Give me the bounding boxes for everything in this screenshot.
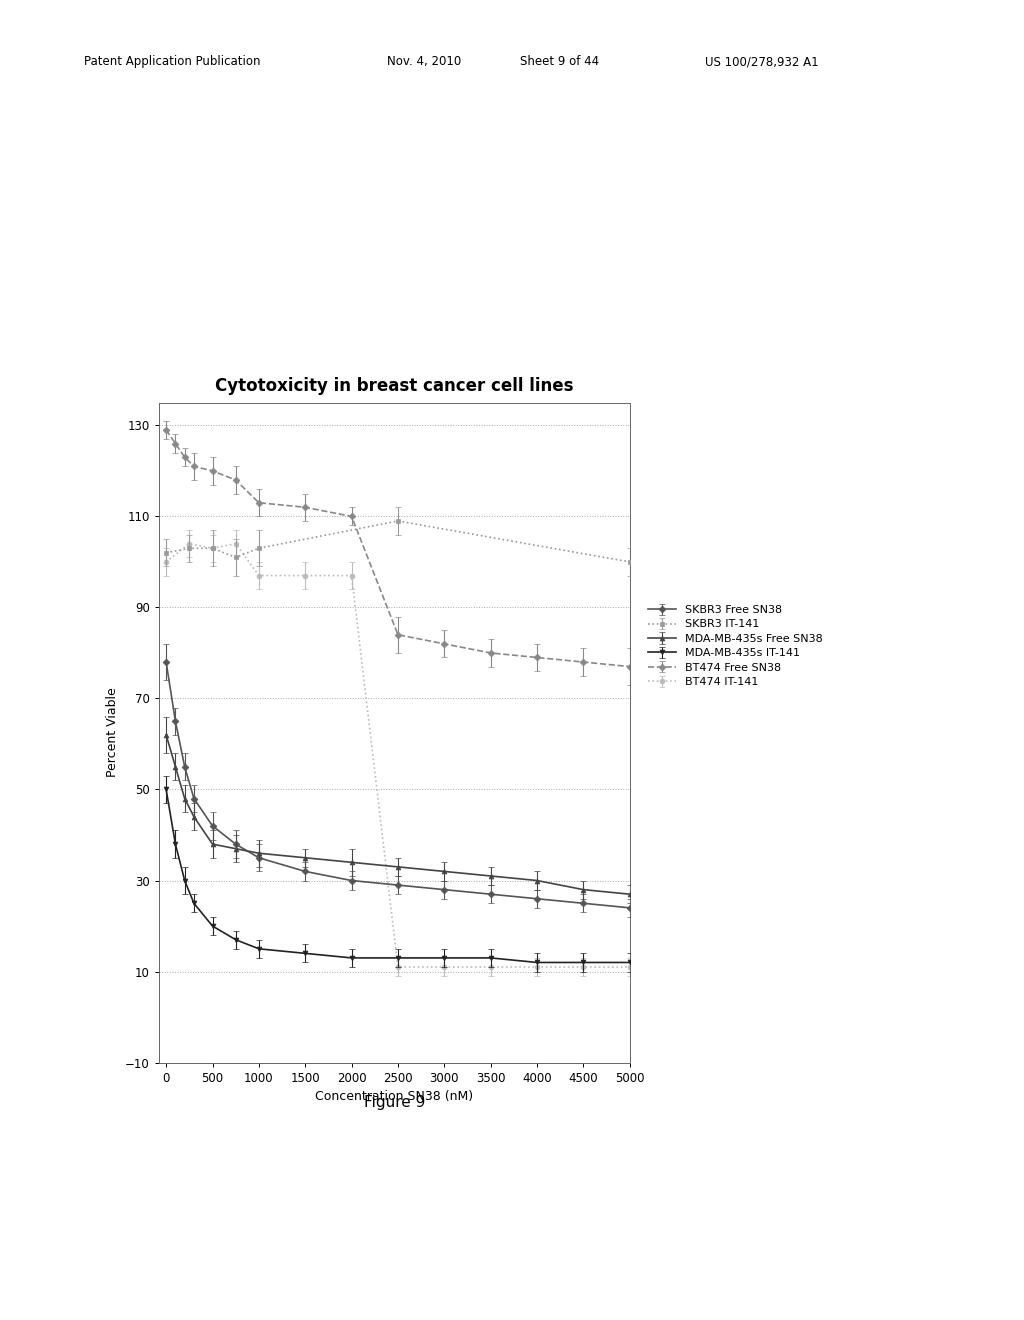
Text: Patent Application Publication: Patent Application Publication (84, 55, 260, 69)
Text: US 100/278,932 A1: US 100/278,932 A1 (705, 55, 818, 69)
Title: Cytotoxicity in breast cancer cell lines: Cytotoxicity in breast cancer cell lines (215, 378, 573, 396)
Y-axis label: Percent Viable: Percent Viable (106, 688, 120, 777)
Text: Figure 9: Figure 9 (364, 1094, 425, 1110)
Text: Nov. 4, 2010: Nov. 4, 2010 (387, 55, 462, 69)
Text: Sheet 9 of 44: Sheet 9 of 44 (520, 55, 599, 69)
Legend: SKBR3 Free SN38, SKBR3 IT-141, MDA-MB-435s Free SN38, MDA-MB-435s IT-141, BT474 : SKBR3 Free SN38, SKBR3 IT-141, MDA-MB-43… (644, 601, 827, 692)
X-axis label: Concentration SN38 (nM): Concentration SN38 (nM) (315, 1090, 473, 1104)
